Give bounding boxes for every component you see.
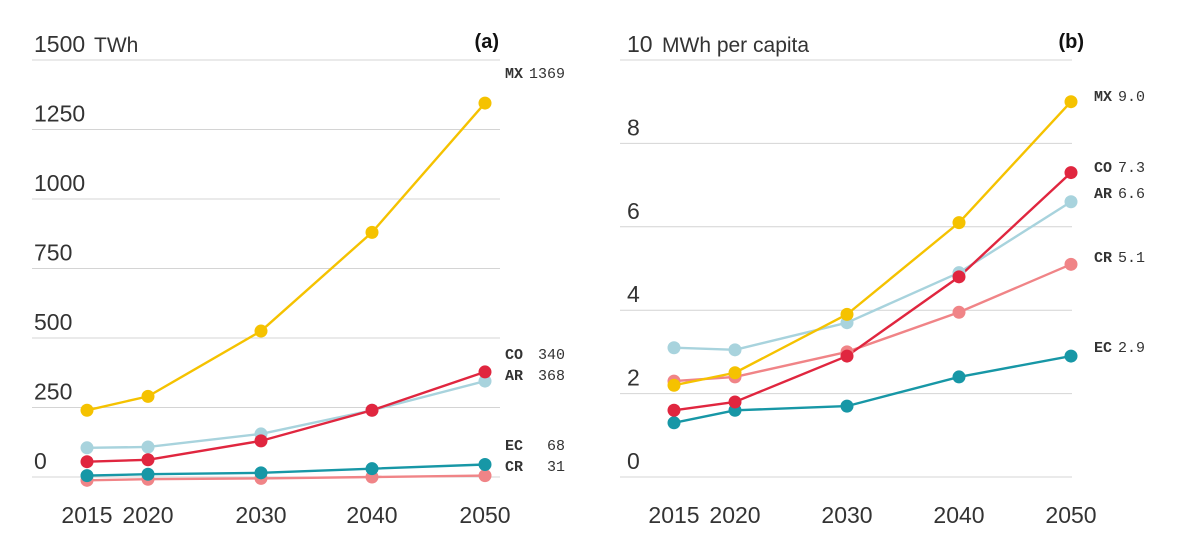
panel-b-label: (b) [1058, 31, 1084, 53]
panel-a-point-cr [478, 469, 492, 483]
panel-a-series-value-mx: 1369 [529, 66, 565, 83]
panel-b-y-tick-label: 6 [627, 198, 640, 224]
panel-b-point-mx [840, 307, 854, 321]
panel-a-label: (a) [475, 31, 499, 53]
panel-b-y-tick-label: 4 [627, 281, 640, 307]
panel-b-point-ec [840, 399, 854, 413]
panel-b-point-co [667, 403, 681, 417]
panel-b-series-code-cr: CR [1094, 250, 1112, 267]
panel-b-series-value-co: 7.3 [1118, 160, 1145, 177]
panel-a-point-co [365, 403, 379, 417]
panel-a-y-tick-label: 250 [34, 379, 72, 405]
panel-b-point-co [840, 349, 854, 363]
panel-a-series-code-cr: CR [505, 459, 523, 476]
panel-b-x-tick-label: 2020 [709, 502, 760, 528]
panel-a-series-code-co: CO [505, 347, 523, 364]
panel-b-y-tick-label: 2 [627, 365, 640, 391]
panel-a-point-ec [365, 462, 379, 476]
panel-a-series-code-mx: MX [505, 66, 523, 83]
panel-b-x-tick-label: 2040 [933, 502, 984, 528]
panel-a-y-top-tick-label: 1500 [34, 31, 85, 57]
panel-a-point-mx [254, 324, 268, 338]
panel-b-series-line-cr [673, 263, 1072, 383]
panel-b-point-ec [1064, 349, 1078, 363]
panel-a-point-ec [478, 457, 492, 471]
panel-b-series-code-ec: EC [1094, 340, 1112, 357]
panel-b-series-code-mx: MX [1094, 89, 1112, 106]
panel-b-y-tick-label: 8 [627, 114, 640, 140]
panel-a-point-ec [80, 469, 94, 483]
panel-a-y-tick-label: 1250 [34, 101, 85, 127]
panel-b-y-tick-label: 0 [627, 448, 640, 474]
panel-b-point-mx [952, 216, 966, 230]
panel-a-series-value-ec: 68 [547, 438, 565, 455]
panel-a-point-ec [254, 466, 268, 480]
panel-b-x-tick-label: 2030 [821, 502, 872, 528]
panel-b-point-mx [667, 378, 681, 392]
panel-b-series-line-ar [673, 200, 1072, 352]
panel-b-point-mx [728, 366, 742, 380]
panel-b-point-co [952, 270, 966, 284]
panel-b-point-ar [667, 341, 681, 355]
panel-a-point-ec [141, 467, 155, 481]
panel-b-series-code-co: CO [1094, 160, 1112, 177]
panel-a-point-ar [141, 440, 155, 454]
panel-a-point-mx [141, 389, 155, 403]
panel-b-series-value-ec: 2.9 [1118, 340, 1145, 357]
panel-a-series-value-co: 340 [538, 347, 565, 364]
panel-b-point-mx [1064, 95, 1078, 109]
panel-a-point-co [80, 455, 94, 469]
panel-a-point-co [141, 453, 155, 467]
panel-b-series-code-ar: AR [1094, 186, 1112, 203]
panel-b-unit-label: MWh per capita [662, 34, 809, 57]
panel-b-point-cr [1064, 257, 1078, 271]
panel-b-point-cr [952, 305, 966, 319]
panel-a-y-tick-label: 750 [34, 240, 72, 266]
panel-a-point-co [254, 434, 268, 448]
panel-b-point-co [1064, 166, 1078, 180]
panel-a-point-mx [80, 403, 94, 417]
panel-a-point-ar [80, 441, 94, 455]
panel-a-point-co [478, 365, 492, 379]
panel-b-point-ec [667, 416, 681, 430]
panel-a-series-value-ar: 368 [538, 368, 565, 385]
panel-b-point-ar [1064, 195, 1078, 209]
panel-b-point-ec [952, 370, 966, 384]
panel-a-y-tick-label: 1000 [34, 170, 85, 196]
panel-b-series-value-cr: 5.1 [1118, 250, 1145, 267]
panel-a-x-tick-label: 2030 [235, 502, 286, 528]
panel-a-y-tick-label: 0 [34, 448, 47, 474]
panel-b-series-value-ar: 6.6 [1118, 186, 1145, 203]
panel-a-point-mx [478, 96, 492, 110]
panel-b-y-top-tick-label: 10 [627, 31, 653, 57]
panel-b-series-value-mx: 9.0 [1118, 89, 1145, 106]
panel-b-point-co [728, 395, 742, 409]
panel-a-series-code-ar: AR [505, 368, 523, 385]
panel-a-series-line-mx [86, 102, 486, 412]
panel-b-x-tick-label: 2050 [1045, 502, 1096, 528]
panel-a-unit-label: TWh [94, 34, 138, 57]
panel-b-x-tick-label: 2015 [648, 502, 699, 528]
panel-a-point-mx [365, 225, 379, 239]
panel-a-x-tick-label: 2040 [346, 502, 397, 528]
panel-a-point-ar [478, 374, 492, 388]
panel-a-series-code-ec: EC [505, 438, 523, 455]
panel-a-series-value-cr: 31 [547, 459, 565, 476]
panel-a-x-tick-label: 2015 [61, 502, 112, 528]
panel-a-x-tick-label: 2050 [459, 502, 510, 528]
panel-a-y-tick-label: 500 [34, 309, 72, 335]
panel-a-x-tick-label: 2020 [122, 502, 173, 528]
panel-b-point-ar [728, 343, 742, 357]
